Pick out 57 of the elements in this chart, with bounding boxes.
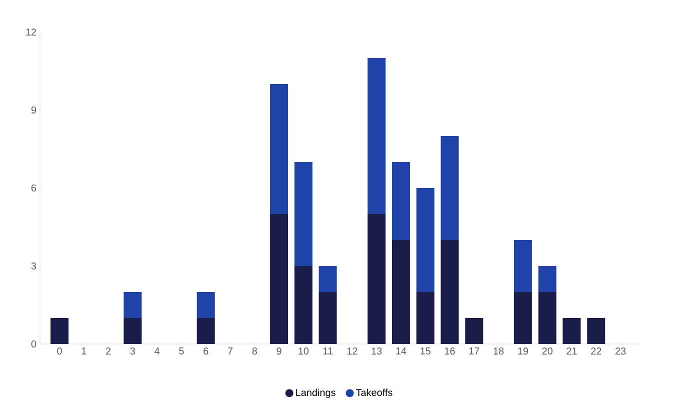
x-tick-label: 15: [420, 348, 430, 354]
x-tick-label: 2: [106, 348, 111, 354]
bar: [440, 240, 459, 344]
x-tick-label: 0: [57, 348, 62, 355]
bar: [270, 84, 288, 214]
bar: [514, 240, 532, 292]
y-tick-label: 6: [31, 184, 36, 192]
y-tick-label: 9: [31, 106, 36, 114]
bar: [368, 58, 386, 214]
x-tick-label: 7: [228, 348, 233, 354]
x-tick-label: 16: [444, 348, 455, 355]
x-tick-label: 22: [591, 348, 602, 354]
bar: [294, 266, 312, 344]
y-tick-label: 3: [31, 262, 36, 270]
x-tick-label: 17: [469, 348, 480, 354]
bar: [124, 292, 142, 318]
x-tick-label: 11: [323, 348, 332, 354]
x-tick-label: 1: [82, 348, 86, 354]
bar: [50, 318, 69, 344]
bar: [294, 162, 312, 266]
bar: [416, 292, 434, 344]
x-tick-label: 23: [615, 348, 626, 355]
bar: [196, 292, 215, 318]
bar: [440, 136, 459, 240]
bar: [124, 318, 142, 344]
x-tick-label: 5: [179, 348, 184, 354]
bar: [270, 214, 288, 344]
x-tick-label: 3: [130, 348, 136, 355]
y-tick-label: 0: [31, 340, 36, 348]
legend-label: Landings: [296, 388, 336, 398]
bar: [368, 214, 386, 344]
bar: [318, 292, 337, 344]
y-tick-label: 12: [26, 28, 36, 36]
bar: [392, 240, 410, 344]
x-tick-label: 18: [494, 348, 504, 355]
x-tick-label: 14: [396, 348, 406, 354]
bar: [416, 188, 434, 292]
x-tick-label: 6: [204, 348, 208, 355]
x-tick-label: 4: [154, 348, 160, 354]
x-tick-label: 9: [276, 348, 282, 355]
x-tick-label: 21: [566, 348, 577, 354]
bar: [514, 292, 532, 344]
x-tick-label: 12: [347, 348, 358, 354]
x-tick-label: 8: [252, 348, 257, 355]
bar: [538, 266, 556, 292]
bar: [587, 318, 606, 344]
bar: [465, 318, 484, 344]
bar: [538, 292, 556, 344]
legend-label: Takeoffs: [356, 388, 392, 396]
x-tick-label: 20: [542, 348, 552, 355]
bar: [318, 266, 337, 292]
bar: [392, 162, 410, 240]
x-tick-label: 10: [298, 348, 309, 355]
bar: [196, 318, 215, 344]
bar: [562, 318, 581, 344]
x-tick-label: 13: [372, 348, 382, 355]
x-tick-label: 19: [518, 348, 528, 355]
